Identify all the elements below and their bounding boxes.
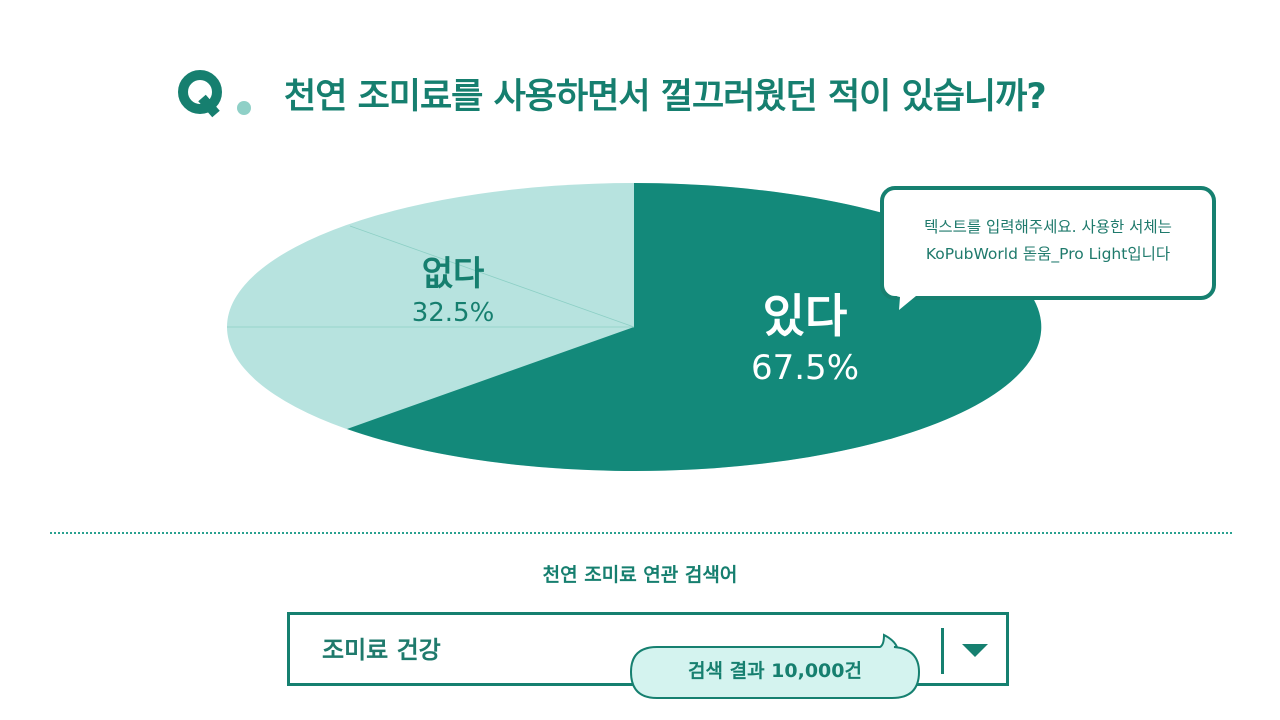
callout-bubble: 텍스트를 입력해주세요. 사용한 서체는 KoPubWorld 돋움_Pro L… [880, 186, 1216, 300]
callout-line-1: 텍스트를 입력해주세요. 사용한 서체는 [924, 218, 1172, 236]
slice-label-no: 없다 32.5% [383, 252, 523, 330]
slice-label-yes: 있다 67.5% [725, 286, 885, 390]
dotted-divider [50, 532, 1232, 534]
slice-pct-no: 32.5% [411, 298, 495, 328]
slice-name-no: 없다 [421, 254, 485, 294]
search-separator [941, 628, 944, 674]
related-search-title: 천연 조미료 연관 검색어 [542, 564, 738, 586]
result-bubble-shape [629, 633, 921, 699]
question-title: 천연 조미료를 사용하면서 껄끄러웠던 적이 있습니까? [284, 77, 1047, 117]
callout-text: 텍스트를 입력해주세요. 사용한 서체는 KoPubWorld 돋움_Pro L… [884, 214, 1212, 268]
slice-name-yes: 있다 [762, 289, 848, 343]
q-marker-icon [178, 70, 251, 118]
search-input-value[interactable]: 조미료 건강 [322, 636, 441, 664]
slice-pct-yes: 67.5% [750, 348, 859, 388]
result-count-badge: 검색 결과 10,000건 [688, 660, 862, 682]
callout-line-2: KoPubWorld 돋움_Pro Light입니다 [925, 245, 1171, 263]
pie-slice-yes [347, 182, 1042, 471]
callout-tail-icon [892, 286, 928, 310]
dropdown-button[interactable] [950, 615, 1006, 683]
triangle-down-icon [962, 644, 988, 657]
